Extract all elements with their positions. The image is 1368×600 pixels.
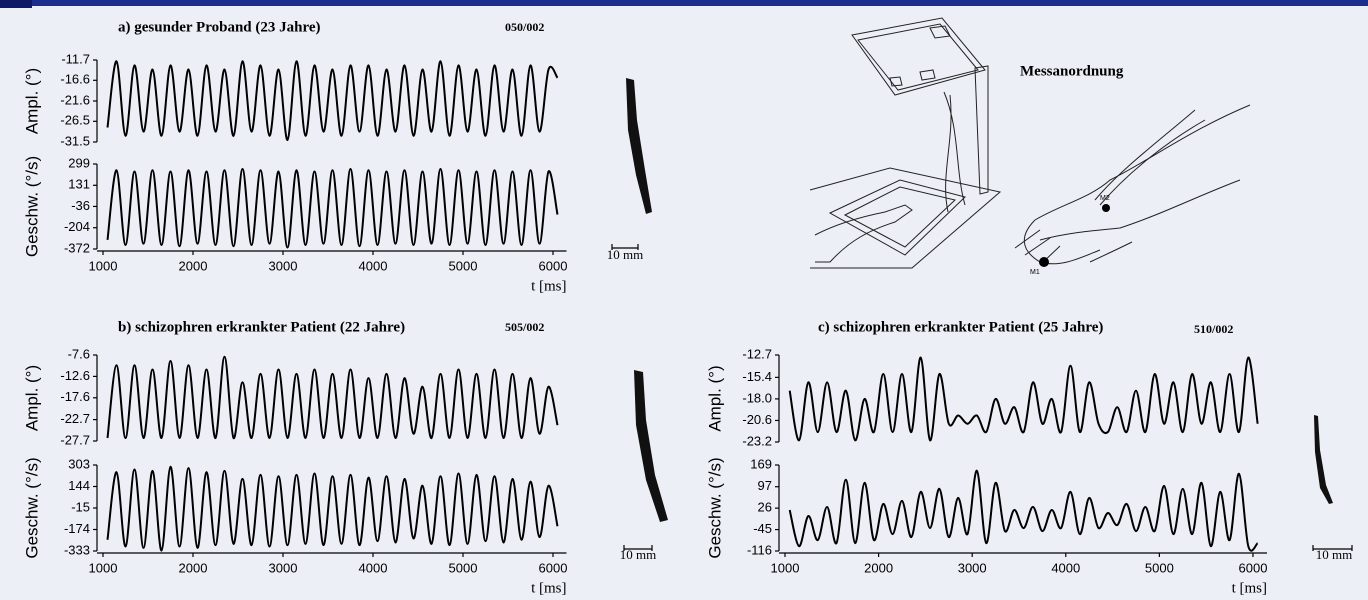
signal-line — [108, 61, 558, 140]
y-tick-label: 169 — [750, 456, 772, 471]
x-tick-label: 3000 — [958, 560, 987, 575]
y-tick-label: 131 — [68, 177, 90, 192]
signal-line — [790, 471, 1258, 551]
scale-label: 10 mm — [607, 247, 643, 262]
x-tick-label: 2000 — [179, 258, 208, 273]
y-tick-label: -116 — [747, 542, 772, 557]
x-tick-label: 4000 — [1051, 560, 1080, 575]
figure: 10 mm 10 mm 10 mm M1 M2 Messanordnung a)… — [0, 0, 1368, 600]
y-tick-label: -11.7 — [61, 51, 90, 66]
panel-code: 505/002 — [505, 320, 544, 334]
y-tick-label: -15 — [71, 499, 90, 514]
y-tick-label: -16.6 — [60, 72, 90, 87]
x-tick-label: 1000 — [89, 560, 118, 575]
y-tick-label: 144 — [68, 478, 90, 493]
x-tick-label: 1000 — [89, 258, 118, 273]
sensor-label: M2 — [1100, 195, 1110, 202]
pen-trace — [634, 370, 668, 522]
x-tick-label: 6000 — [539, 560, 568, 575]
y-tick-label: -20.6 — [742, 412, 772, 427]
panel-code: 050/002 — [505, 20, 544, 34]
x-tick-label: 5000 — [449, 258, 478, 273]
x-tick-label: 5000 — [449, 560, 478, 575]
x-tick-label: 6000 — [539, 258, 568, 273]
signal-line — [108, 467, 558, 551]
y-tick-label: -31.5 — [60, 133, 90, 148]
y-tick-label: 97 — [758, 478, 772, 493]
x-tick-label: 6000 — [1239, 560, 1268, 575]
panel-title: b) schizophren erkrankter Patient (22 Ja… — [118, 319, 405, 335]
y-tick-label: -18.0 — [742, 390, 772, 405]
y-tick-label: -7.6 — [68, 346, 90, 361]
x-tick-label: 4000 — [359, 258, 388, 273]
y-tick-label: -372 — [64, 240, 90, 255]
y-tick-label: -204 — [64, 219, 90, 234]
y-tick-label: -22.7 — [60, 411, 90, 426]
y-tick-label: -17.6 — [60, 389, 90, 404]
scale-label: 10 mm — [620, 547, 656, 562]
y-axis-label: Ampl. (°) — [22, 68, 41, 134]
x-tick-label: 2000 — [179, 560, 208, 575]
x-axis-label: t [ms] — [531, 278, 566, 294]
signal-line — [790, 357, 1258, 440]
x-tick-label: 1000 — [771, 560, 800, 575]
y-tick-label: -27.7 — [60, 432, 90, 447]
y-tick-label: -174 — [64, 521, 90, 536]
pen-trace — [1314, 415, 1333, 504]
y-axis-label: Geschw. (°/s) — [22, 457, 41, 558]
y-tick-label: -26.5 — [60, 113, 90, 128]
illustration-title: Messanordnung — [1020, 63, 1124, 79]
x-tick-label: 4000 — [359, 560, 388, 575]
y-axis-label: Geschw. (°/s) — [705, 457, 724, 558]
y-tick-label: -23.2 — [742, 433, 772, 448]
x-tick-label: 5000 — [1145, 560, 1174, 575]
panel-title: a) gesunder Proband (23 Jahre) — [118, 19, 321, 35]
x-axis-label: t [ms] — [531, 580, 566, 596]
signal-line — [108, 169, 558, 248]
y-tick-label: -12.7 — [742, 346, 772, 361]
y-tick-label: -36 — [71, 198, 90, 213]
pen-trace — [626, 78, 652, 214]
measurement-illustration — [810, 18, 1250, 268]
y-tick-label: 26 — [758, 500, 772, 515]
x-tick-label: 3000 — [269, 258, 298, 273]
y-tick-label: -333 — [64, 542, 90, 557]
x-axis-label: t [ms] — [1232, 580, 1267, 596]
x-tick-label: 2000 — [864, 560, 893, 575]
y-tick-label: -12.6 — [60, 368, 90, 383]
sensor-m1 — [1039, 257, 1049, 267]
top-band — [0, 0, 1368, 6]
y-tick-label: -15.4 — [742, 369, 772, 384]
y-tick-label: 299 — [68, 155, 90, 170]
y-tick-label: 303 — [68, 456, 90, 471]
scale-label: 10 mm — [1316, 547, 1352, 562]
sensor-m2 — [1102, 204, 1110, 212]
y-axis-label: Ampl. (°) — [705, 365, 724, 431]
y-axis-label: Ampl. (°) — [22, 365, 41, 431]
y-axis-label: Geschw. (°/s) — [22, 156, 41, 257]
signal-line — [108, 357, 558, 439]
x-tick-label: 3000 — [269, 560, 298, 575]
y-tick-label: -45 — [753, 521, 772, 536]
panel-code: 510/002 — [1194, 322, 1233, 336]
panel-title: c) schizophren erkrankter Patient (25 Ja… — [818, 319, 1103, 335]
y-tick-label: -21.6 — [60, 92, 90, 107]
top-corner — [0, 0, 32, 8]
sensor-label: M1 — [1030, 269, 1040, 276]
